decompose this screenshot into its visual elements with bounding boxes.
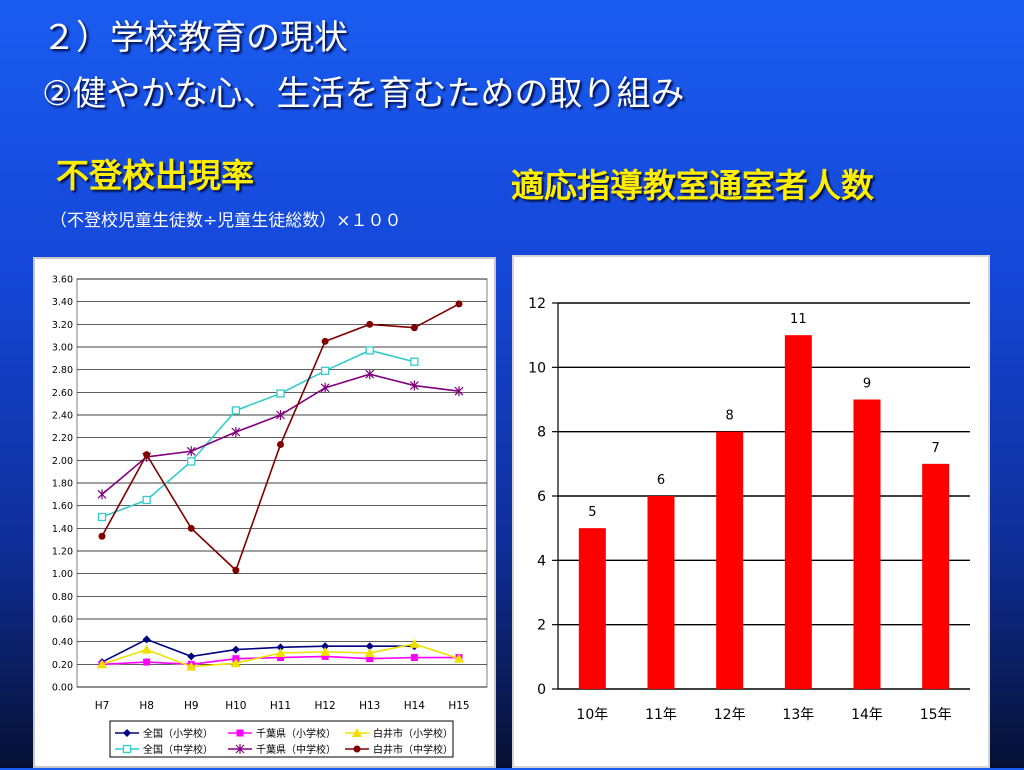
bar-chart: 0 2 4 6 8 10 12 5 10年 6 11年 8 12年 11 13年 9 14年 7 15年 [514, 257, 988, 766]
legend-label: 千葉県（小学校） [256, 727, 336, 740]
data-point [411, 358, 418, 365]
bar-value-label: 11 [790, 312, 807, 327]
bar-value-label: 6 [657, 473, 665, 488]
section-heading: ２）学校教育の現状 [42, 18, 348, 58]
y-tick-label: 12 [528, 296, 546, 312]
y-tick-label: 1.00 [52, 569, 73, 580]
y-tick-label: 0.80 [52, 592, 73, 603]
y-tick-label: 6 [537, 489, 546, 505]
left-chart-title: 不登校出現率 [56, 156, 254, 196]
bar-value-label: 9 [863, 377, 871, 392]
legend-marker [237, 730, 244, 737]
legend-label: 全国（中学校） [143, 743, 213, 756]
bar [785, 335, 812, 689]
y-tick-label: 3.40 [52, 297, 73, 308]
x-tick-label: 10年 [576, 707, 608, 723]
x-tick-label: 11年 [645, 707, 677, 723]
data-point [277, 390, 284, 397]
data-point [277, 441, 284, 448]
legend-label: 全国（小学校） [143, 727, 213, 740]
y-tick-label: 2.00 [52, 456, 73, 467]
x-tick-label: H11 [270, 700, 291, 712]
data-point [143, 497, 150, 504]
data-point [366, 321, 373, 328]
x-tick-label: H7 [95, 700, 110, 712]
x-tick-label: H14 [404, 700, 426, 712]
y-tick-label: 1.60 [52, 501, 73, 512]
left-chart-subtitle: （不登校児童生徒数÷児童生徒総数）×１００ [50, 206, 402, 231]
bar [922, 464, 949, 689]
y-tick-label: 1.20 [52, 547, 73, 558]
y-tick-label: 2 [537, 618, 546, 634]
y-tick-label: 4 [537, 553, 546, 569]
data-point [411, 654, 418, 661]
legend-marker [354, 746, 361, 753]
y-tick-label: 2.40 [52, 411, 73, 422]
y-tick-label: 0.60 [52, 615, 73, 626]
line-chart-panel: 0.00 0.20 0.40 0.60 0.80 1.00 1.20 1.40 1.60 1.80… [33, 257, 496, 768]
legend-label: 千葉県（中学校） [256, 743, 336, 756]
y-tick-label: 2.80 [52, 365, 73, 376]
x-tick-label: 12年 [714, 707, 746, 723]
data-point [322, 338, 329, 345]
y-tick-label: 3.60 [52, 275, 73, 286]
data-point [411, 324, 418, 331]
x-tick-label: H12 [314, 700, 335, 712]
data-point [143, 451, 150, 458]
data-point [232, 407, 239, 414]
data-point [188, 458, 195, 465]
y-tick-label: 0 [537, 682, 546, 698]
x-tick-label: H9 [184, 700, 199, 712]
y-tick-label: 3.20 [52, 320, 73, 331]
bar [854, 400, 881, 690]
bar [648, 496, 675, 689]
data-point [232, 567, 239, 574]
bar-value-label: 5 [588, 505, 596, 520]
x-tick-label: H8 [139, 700, 154, 712]
y-tick-label: 2.20 [52, 433, 73, 444]
data-point [188, 525, 195, 532]
y-tick-label: 0.40 [52, 637, 73, 648]
y-tick-label: 10 [528, 360, 546, 376]
data-point [456, 300, 463, 307]
data-point [366, 347, 373, 354]
line-chart-legend: 全国（小学校） 千葉県（小学校） 白井市（小学校） 全国（中学校） 千葉県（中学校） 白井… [110, 721, 453, 757]
x-tick-label: H13 [359, 700, 380, 712]
bar [579, 528, 606, 689]
data-point [322, 367, 329, 374]
y-tick-label: 1.40 [52, 524, 73, 535]
right-chart-title: 適応指導教室通室者人数 [511, 166, 874, 206]
y-tick-label: 1.80 [52, 479, 73, 490]
data-point [99, 533, 106, 540]
bar-chart-panel: 0 2 4 6 8 10 12 5 10年 6 11年 8 12年 11 13年 9 14年 7 15年 [512, 255, 990, 768]
y-tick-label: 2.60 [52, 388, 73, 399]
x-tick-label: 15年 [920, 707, 952, 723]
bar [716, 432, 743, 689]
section-subheading: ②健やかな心、生活を育むための取り組み [42, 74, 684, 114]
legend-marker [124, 746, 131, 753]
line-chart: 0.00 0.20 0.40 0.60 0.80 1.00 1.20 1.40 1.60 1.80… [35, 259, 494, 766]
y-tick-label: 0.20 [52, 660, 73, 671]
line-chart-grid [77, 279, 487, 687]
bar-value-label: 8 [726, 409, 734, 424]
x-tick-label: 14年 [851, 707, 883, 723]
data-point [143, 659, 150, 666]
x-tick-label: 13年 [782, 707, 814, 723]
x-tick-label: H15 [448, 700, 469, 712]
data-point [99, 514, 106, 521]
y-tick-label: 0.00 [52, 683, 73, 694]
legend-label: 白井市（小学校） [373, 727, 453, 740]
legend-label: 白井市（中学校） [373, 743, 453, 756]
y-tick-label: 3.00 [52, 343, 73, 354]
y-tick-label: 8 [537, 425, 546, 441]
bar-value-label: 7 [932, 441, 940, 456]
x-tick-label: H10 [225, 700, 246, 712]
